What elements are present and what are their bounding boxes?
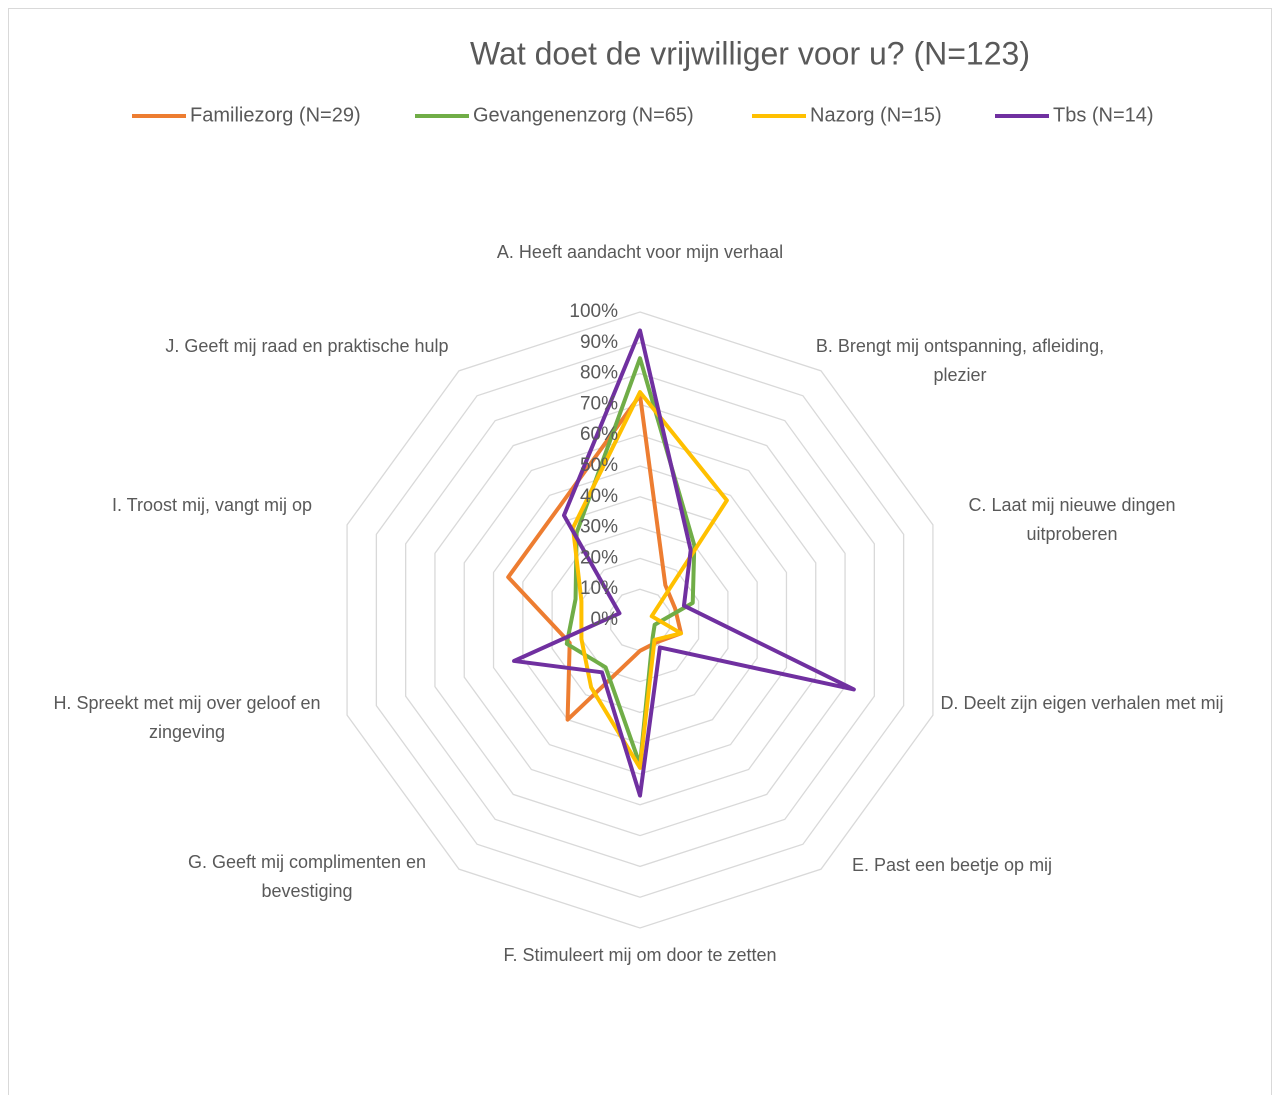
- category-label: H. Spreekt met mij over geloof en zingev…: [53, 693, 321, 742]
- legend-label: Nazorg (N=15): [810, 104, 942, 126]
- category-label-box: H. Spreekt met mij over geloof en zingev…: [53, 693, 321, 742]
- category-label: G. Geeft mij complimenten en bevestiging: [187, 852, 427, 901]
- category-label-box: D. Deelt zijn eigen verhalen met mij: [940, 693, 1224, 713]
- series-line: [571, 390, 729, 770]
- grid-line: [434, 403, 846, 837]
- r-tick-label: 70%: [580, 393, 618, 414]
- chart-title: Wat doet de vrijwilliger voor u? (N=123): [470, 35, 1030, 71]
- grid-line: [522, 496, 758, 744]
- r-tick-label: 80%: [580, 363, 618, 384]
- legend-label: Familiezorg (N=29): [190, 104, 361, 126]
- category-label-box: B. Brengt mij ontspanning, afleiding, pl…: [815, 336, 1105, 385]
- r-tick-label: 30%: [580, 517, 618, 538]
- r-tick-label: 20%: [580, 547, 618, 568]
- category-label: J. Geeft mij raad en praktische hulp: [165, 336, 449, 356]
- grid-line: [492, 465, 788, 775]
- category-label-box: G. Geeft mij complimenten en bevestiging: [187, 852, 427, 901]
- legend-label: Tbs (N=14): [1053, 104, 1154, 126]
- category-label-box: I. Troost mij, vangt mij op: [111, 495, 313, 515]
- grid-line: [375, 342, 905, 898]
- category-label-box: F. Stimuleert mij om door te zetten: [503, 945, 777, 965]
- category-label: A. Heeft aandacht voor mijn verhaal: [496, 242, 784, 262]
- grid-line: [463, 434, 817, 806]
- r-tick-label: 40%: [580, 486, 618, 507]
- series-line: [512, 328, 856, 798]
- grid-line: [346, 311, 934, 929]
- category-label-box: J. Geeft mij raad en praktische hulp: [165, 336, 449, 356]
- r-tick-label: 60%: [580, 424, 618, 445]
- r-tick-label: 100%: [569, 301, 618, 322]
- category-label: F. Stimuleert mij om door te zetten: [503, 945, 777, 965]
- grid-line: [551, 526, 729, 714]
- category-label-box: C. Laat mij nieuwe dingen uitproberen: [968, 495, 1176, 544]
- category-label: E. Past een beetje op mij: [851, 855, 1053, 875]
- category-label: I. Troost mij, vangt mij op: [111, 495, 313, 515]
- grid-line: [405, 372, 875, 868]
- category-label: D. Deelt zijn eigen verhalen met mij: [940, 693, 1224, 713]
- category-label-box: E. Past een beetje op mij: [851, 855, 1053, 875]
- r-tick-label: 50%: [580, 455, 618, 476]
- category-label: C. Laat mij nieuwe dingen uitproberen: [968, 495, 1176, 544]
- r-tick-label: 10%: [580, 578, 618, 599]
- category-label: B. Brengt mij ontspanning, afleiding, pl…: [815, 336, 1105, 385]
- r-tick-label: 90%: [580, 332, 618, 353]
- category-label-box: A. Heeft aandacht voor mijn verhaal: [496, 242, 784, 262]
- series-line: [506, 393, 684, 722]
- r-tick-label: 0%: [591, 609, 619, 630]
- chart-border: [8, 8, 1272, 1095]
- legend-label: Gevangenenzorg (N=65): [473, 104, 694, 126]
